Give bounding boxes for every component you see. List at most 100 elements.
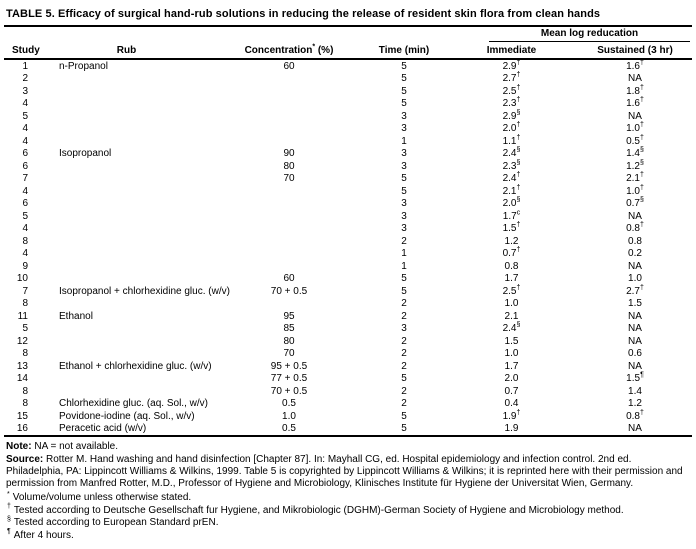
study-cell: 8 [22,235,28,247]
rub-cell [34,73,219,86]
immediate-cell: 0.4 [504,398,519,410]
note-label: Note: [6,441,32,452]
source-label: Source: [6,454,44,465]
column-header-study: Study [4,42,40,60]
table-row: 2 5 2.7† NA [4,72,692,86]
rub-cell [34,85,219,98]
sustained-cell: NA [628,210,642,222]
footnote-mark: § [640,196,644,204]
rub-cell: Chlorhexidine gluc. (aq. Sol., w/v) [59,398,208,410]
immediate-cell: 1.1† [502,134,521,147]
table-row: 8 Chlorhexidine gluc. (aq. Sol., w/v) 0.5 2… [4,398,692,411]
concentration-cell: 1.0 [282,410,296,422]
immediate-cell: 0.8 [504,260,519,272]
rub-cell: Ethanol [59,310,93,322]
footnote-mark: † [640,96,644,104]
concentration-cell: 80 [283,335,295,347]
concentration-cell [219,123,359,136]
column-header-concentration: Concentration* (%) [219,42,359,60]
concentration-cell [219,248,359,261]
rub-cell [34,235,219,248]
table-row: 14 77 + 0.5 5 2.0 1.5¶ [4,371,692,386]
note-line: Note: NA = not available. [6,441,690,453]
study-cell: 8 [22,385,28,397]
immediate-cell: 2.4§ [502,321,521,335]
time-cell: 3 [401,210,407,222]
column-header-sustained: Sustained (3 hr) [584,42,693,60]
footnote-line: † Tested according to Deutsche Gesellscha… [6,503,690,518]
table-row: 4 3 1.5† 0.8† [4,222,692,236]
study-cell: 7 [22,173,28,185]
concentration-header-footnote-mark: * [312,43,316,51]
footnote-mark: ¶ [640,371,644,379]
footnote-mark: † [640,171,644,179]
immediate-cell: 2.9† [502,59,521,72]
sustained-cell: NA [628,310,642,322]
table-row: 6 80 3 2.3§ 1.2§ [4,159,692,173]
footnote-mark: † [516,409,521,417]
immediate-cell: 2.1 [504,310,519,322]
rub-cell [34,135,219,148]
concentration-cell: 0.5 [282,398,296,410]
study-cell: 4 [22,185,28,197]
concentration-cell [219,223,359,236]
time-cell: 5 [401,85,407,97]
footnotes-list: * Volume/volume unless otherwise stated. †… [6,490,690,542]
time-cell: 2 [401,335,407,347]
sustained-cell: 1.5¶ [626,371,644,385]
concentration-cell: 80 [283,160,295,172]
rub-cell: Isopropanol [59,148,112,160]
footnote-mark: † [516,284,521,292]
rub-cell [34,298,219,311]
table-row: 3 5 2.5† 1.8† [4,84,692,98]
time-cell: 3 [401,123,407,135]
time-cell: 5 [401,373,407,385]
study-cell: 4 [22,135,28,147]
footnote-mark: † [516,121,521,129]
table-row: 4 5 2.3† 1.6† [4,96,692,111]
sustained-cell: 0.8 [628,235,642,247]
footnote-mark: † [640,284,644,292]
efficacy-table: Mean log reducation Study Rub Concentrat… [4,27,693,437]
sustained-cell: NA [628,323,642,335]
study-cell: 7 [22,285,28,297]
footnote-mark: † [516,59,521,67]
concentration-cell: 70 + 0.5 [270,285,308,297]
rub-cell [34,160,219,173]
rub-cell [34,223,219,236]
immediate-cell: 2.0 [504,373,519,385]
rub-cell [34,198,219,211]
sustained-cell: 1.6† [626,96,644,110]
study-cell: 5 [22,323,28,335]
sustained-cell: 1.4 [628,385,642,397]
concentration-cell: 77 + 0.5 [270,373,308,385]
footnote-text: Volume/volume unless otherwise stated. [12,492,192,503]
time-cell: 3 [401,198,407,210]
study-cell: 6 [22,160,28,172]
rub-cell [34,348,219,361]
rub-cell [34,260,219,273]
study-cell: 16 [16,423,28,435]
time-cell: 5 [401,423,407,435]
immediate-cell: 1.0 [504,348,519,360]
rub-cell [34,373,219,386]
immediate-cell: 2.5† [502,284,521,297]
table-row: 6 3 2.0§ 0.7§ [4,196,692,211]
table-row: 11 Ethanol 95 2 2.1 NA [4,310,692,323]
table-row: 4 5 2.1† 1.0† [4,184,692,198]
immediate-cell: 0.7† [502,246,521,260]
footnote-mark: † [516,171,521,179]
concentration-cell [219,185,359,198]
immediate-cell: 1.7 [504,273,519,285]
concentration-cell: 95 + 0.5 [270,360,308,372]
table-row: 16 Peracetic acid (w/v) 0.5 5 1.9 NA [4,423,692,437]
sustained-cell: 1.2§ [626,159,644,172]
sustained-cell: 1.5 [628,298,642,310]
table-row: 7 70 5 2.4† 2.1† [4,171,692,186]
time-cell: 2 [401,348,407,360]
table-row: 13 Ethanol + chlorhexidine gluc. (w/v) 95 … [4,360,692,373]
sustained-cell: 1.6† [626,59,644,72]
footnote-symbol: * [7,490,10,498]
footnote-mark: † [640,409,644,417]
concentration-cell [219,298,359,311]
